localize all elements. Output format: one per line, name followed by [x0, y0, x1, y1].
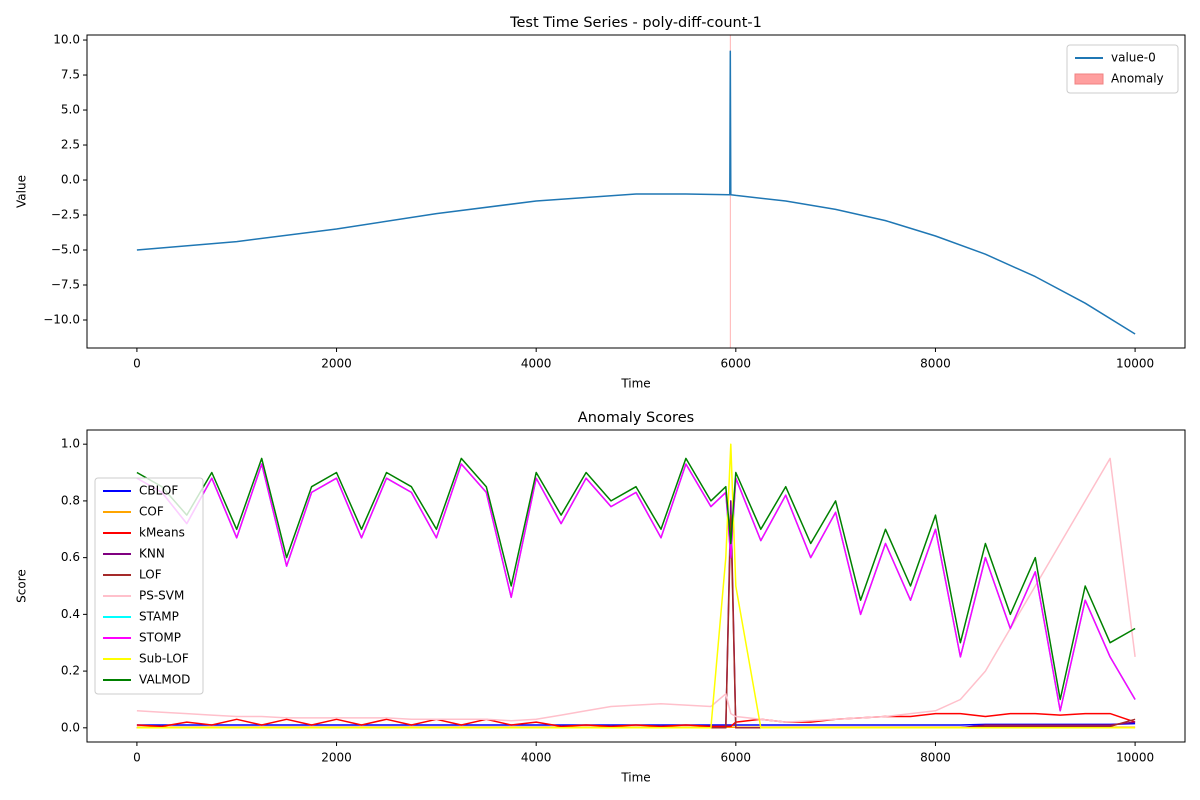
series-line: [136, 457, 1136, 701]
legend-label: Sub-LOF: [139, 652, 189, 666]
y-axis-label: Score: [15, 569, 29, 603]
legend-label: LOF: [139, 568, 162, 582]
legend-label: Anomaly: [1111, 72, 1164, 86]
series-line: [136, 463, 1136, 712]
x-tick-label: 4000: [521, 751, 552, 765]
y-tick-label: 0.2: [61, 664, 80, 678]
legend-label: VALMOD: [139, 673, 190, 687]
legend-label: kMeans: [139, 526, 185, 540]
x-tick-label: 0: [133, 357, 141, 371]
x-tick-label: 2000: [321, 751, 352, 765]
y-tick-label: 1.0: [61, 437, 80, 451]
x-tick-label: 8000: [920, 751, 951, 765]
legend-label: STAMP: [139, 610, 179, 624]
plot-frame: [86, 34, 1186, 349]
y-tick-label: −5.0: [51, 243, 80, 257]
y-tick-label: −7.5: [51, 278, 80, 292]
y-axis-label: Value: [15, 175, 29, 208]
series-line: [136, 500, 1136, 729]
x-tick-label: 10000: [1116, 357, 1154, 371]
chart-title: Test Time Series - poly-diff-count-1: [509, 15, 762, 31]
x-tick-label: 10000: [1116, 751, 1154, 765]
y-tick-label: 0.0: [61, 720, 80, 734]
x-axis-label: Time: [620, 771, 650, 785]
y-tick-label: 0.4: [61, 607, 80, 621]
y-tick-label: 10.0: [53, 33, 80, 47]
legend-label: PS-SVM: [139, 589, 184, 603]
legend-label: STOMP: [139, 631, 181, 645]
x-tick-label: 4000: [521, 357, 552, 371]
y-tick-label: −10.0: [43, 313, 80, 327]
x-tick-label: 0: [133, 751, 141, 765]
y-tick-label: 5.0: [61, 103, 80, 117]
x-tick-label: 6000: [721, 751, 752, 765]
series-line: [136, 50, 1136, 335]
legend-label: KNN: [139, 547, 165, 561]
y-tick-label: 7.5: [61, 68, 80, 82]
legend-label: CBLOF: [139, 484, 178, 498]
series-line: [136, 457, 1136, 723]
y-tick-label: 0.6: [61, 550, 80, 564]
y-tick-label: −2.5: [51, 208, 80, 222]
y-tick-label: 2.5: [61, 138, 80, 152]
x-tick-label: 8000: [920, 357, 951, 371]
plot-frame: [86, 429, 1186, 743]
legend-swatch: [1074, 73, 1104, 85]
x-axis-label: Time: [620, 377, 650, 391]
x-tick-label: 2000: [321, 357, 352, 371]
series-line: [136, 712, 1136, 728]
chart-title: Anomaly Scores: [578, 410, 694, 426]
y-tick-label: 0.8: [61, 493, 80, 507]
legend-label: value-0: [1111, 51, 1156, 65]
series-line: [136, 514, 1136, 729]
x-tick-label: 6000: [721, 357, 752, 371]
series-line: [136, 463, 1136, 712]
y-tick-label: 0.0: [61, 173, 80, 187]
series-line: [136, 443, 1136, 729]
legend-label: COF: [139, 505, 164, 519]
